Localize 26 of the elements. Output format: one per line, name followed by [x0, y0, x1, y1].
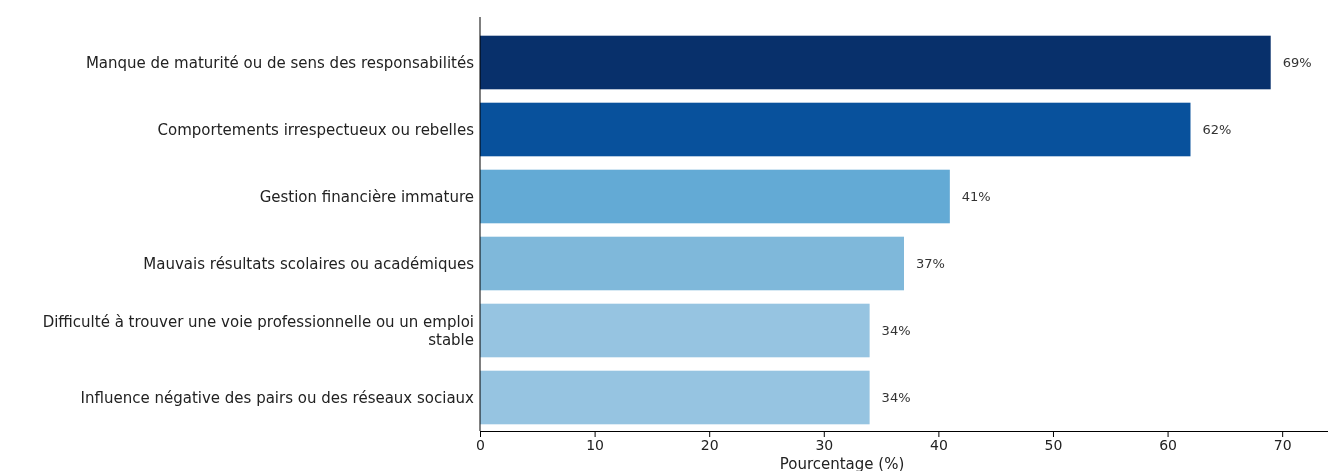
data-label: 34%: [881, 323, 911, 339]
bar: [480, 102, 1191, 157]
y-tick-label: Mauvais résultats scolaires ou académiques: [143, 254, 475, 273]
data-label: 34%: [881, 390, 911, 406]
bar: [480, 169, 950, 224]
data-label: 69%: [1282, 55, 1312, 71]
bar: [480, 35, 1271, 90]
data-label: 37%: [916, 256, 945, 272]
y-tick-label: Manque de maturité ou de sens des responsabilités: [85, 53, 475, 72]
y-tick-label: Influence négative des pairs ou des réseaux sociaux: [80, 388, 475, 407]
x-tick-label: 40: [929, 436, 948, 453]
bar: [480, 303, 870, 358]
data-label: 62%: [1202, 122, 1232, 138]
y-tick-label: Difficulté à trouver une voie professionnelle ou un emploi stable: [42, 312, 474, 349]
x-tick-label: 20: [700, 436, 719, 453]
x-tick-label: 0: [476, 436, 485, 453]
bar: [480, 236, 904, 291]
y-tick-label: Gestion financière immature: [259, 187, 474, 206]
y-tick-label: Comportements irrespectueux ou rebelles: [157, 120, 475, 139]
x-tick-label: 30: [815, 436, 834, 453]
bar: [480, 370, 870, 425]
x-tick-label: 60: [1159, 436, 1177, 453]
x-tick-label: 10: [586, 436, 605, 453]
x-tick-label: 50: [1044, 436, 1063, 453]
x-tick-label: 70: [1273, 436, 1292, 453]
data-label: 41%: [961, 189, 991, 205]
